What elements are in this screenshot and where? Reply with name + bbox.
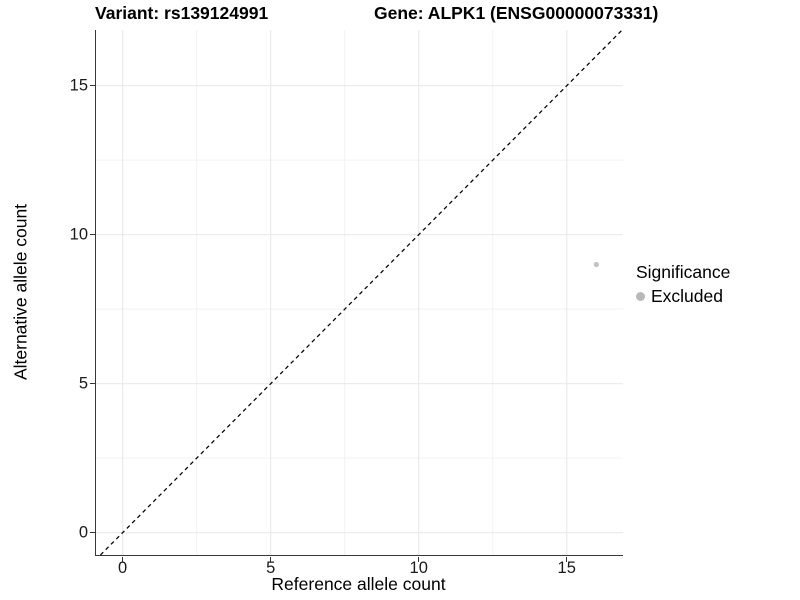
plot-canvas xyxy=(96,30,623,555)
x-tick-mark xyxy=(565,557,568,562)
legend-title: Significance xyxy=(636,262,731,282)
y-tick-label: 10 xyxy=(69,225,88,244)
legend-item-excluded: Excluded xyxy=(636,285,730,307)
y-axis-tick-labels: 0 5 10 15 xyxy=(50,30,88,555)
y-tick-label: 0 xyxy=(78,523,88,542)
variant-title: Variant: rs139124991 xyxy=(95,3,269,23)
x-axis-tick-labels: 0 5 10 15 xyxy=(96,559,623,581)
legend-item-label: Excluded xyxy=(651,286,723,306)
data-point xyxy=(593,261,599,268)
gene-title: Gene: ALPK1 (ENSG00000073331) xyxy=(374,3,659,23)
x-tick-label: 0 xyxy=(118,559,128,577)
x-tick-mark xyxy=(121,557,124,562)
x-tick-label: 15 xyxy=(557,559,576,577)
y-tick-mark xyxy=(90,84,95,87)
y-tick-label: 15 xyxy=(69,76,88,95)
x-axis-title: Reference allele count xyxy=(271,574,446,594)
y-axis-tick-marks xyxy=(90,30,96,555)
plot-panel xyxy=(95,30,623,556)
x-tick-label: 10 xyxy=(409,559,428,577)
y-tick-mark xyxy=(90,233,95,236)
identity-line xyxy=(99,30,623,555)
x-tick-mark xyxy=(269,557,272,562)
x-tick-mark xyxy=(417,557,420,562)
legend-point-icon xyxy=(636,291,645,301)
y-axis-title: Alternative allele count xyxy=(10,203,31,381)
y-tick-mark xyxy=(90,531,95,534)
x-axis-tick-marks xyxy=(96,557,623,563)
x-tick-label: 5 xyxy=(266,559,276,577)
y-tick-label: 5 xyxy=(78,374,88,393)
y-tick-mark xyxy=(90,382,95,385)
legend: Significance Excluded xyxy=(636,262,730,307)
